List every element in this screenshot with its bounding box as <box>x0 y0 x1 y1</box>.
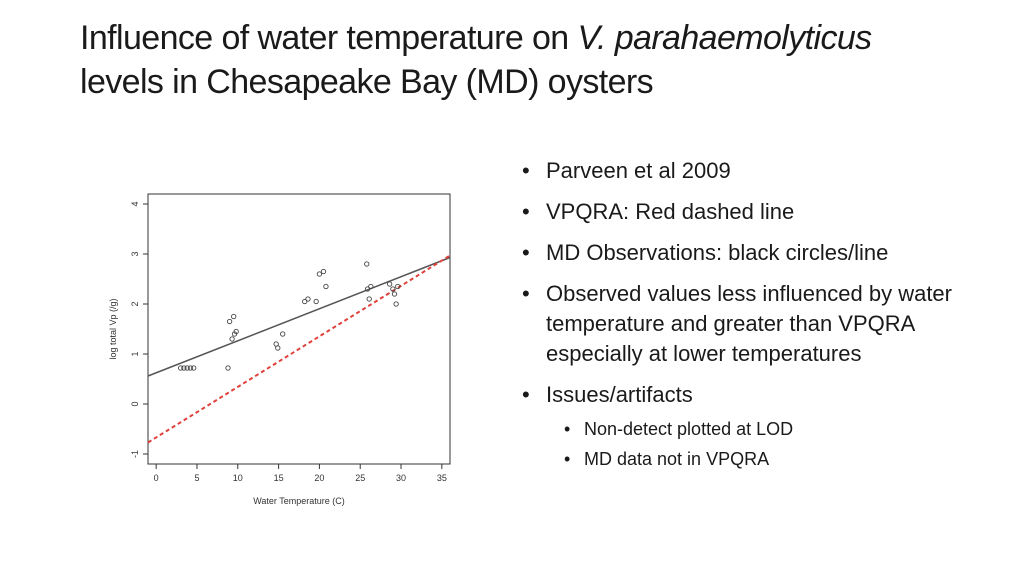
data-point <box>316 271 323 277</box>
data-point <box>275 345 281 351</box>
data-point <box>231 313 237 320</box>
data-point <box>305 296 311 302</box>
data-point <box>323 283 329 290</box>
data-point <box>395 283 401 290</box>
sub-bullet-item: MD data not in VPQRA <box>564 444 962 474</box>
data-point <box>390 286 396 292</box>
data-point <box>393 301 399 307</box>
data-point <box>177 365 184 371</box>
y-tick-label: 3 <box>130 251 140 256</box>
data-point <box>386 281 393 287</box>
x-tick-label: 15 <box>274 473 284 483</box>
x-tick-label: 20 <box>314 473 324 483</box>
x-tick-label: 30 <box>396 473 406 483</box>
scatter-chart: 0 5 10 15 20 25 30 35 -1 0 1 2 3 4 Water Temperature … <box>104 186 464 516</box>
x-tick-label: 5 <box>194 473 199 483</box>
y-axis-label: log total Vp (/g) <box>108 298 118 359</box>
y-tick-label: 0 <box>130 401 140 406</box>
y-tick-label: 4 <box>130 201 140 206</box>
slide-title: Influence of water temperature on V. par… <box>80 16 960 104</box>
data-point <box>226 318 233 325</box>
x-tick-label: 25 <box>355 473 365 483</box>
title-part2: levels in Chesapeake Bay (MD) oysters <box>80 63 654 101</box>
data-point <box>364 286 371 292</box>
data-point <box>187 365 194 371</box>
vpqra-line <box>147 254 451 444</box>
data-point <box>184 365 190 371</box>
data-point <box>364 261 370 267</box>
y-tick-label: -1 <box>130 450 140 458</box>
data-point <box>368 283 374 290</box>
bullet-item-label: Issues/artifacts <box>546 382 693 407</box>
x-tick-label: 35 <box>437 473 447 483</box>
x-tick-label: 0 <box>154 473 159 483</box>
data-point <box>302 298 308 305</box>
bullet-list: Parveen et al 2009 VPQRA: Red dashed lin… <box>522 156 962 485</box>
title-part1: Influence of water temperature on <box>80 19 578 57</box>
sub-bullet-item: Non-detect plotted at LOD <box>564 414 962 444</box>
bullet-item: Observed values less influenced by water… <box>522 279 962 369</box>
bullet-item: MD Observations: black circles/line <box>522 238 962 268</box>
bullet-item: VPQRA: Red dashed line <box>522 197 962 227</box>
data-point <box>280 331 286 337</box>
data-point <box>313 298 319 305</box>
y-tick-label: 2 <box>130 301 140 306</box>
data-point <box>320 268 327 275</box>
sub-bullet-list: Non-detect plotted at LOD MD data not in… <box>546 414 962 474</box>
data-point <box>181 365 187 371</box>
chart-svg: 0 5 10 15 20 25 30 35 -1 0 1 2 3 4 Water Temperature … <box>108 193 451 506</box>
x-axis-label: Water Temperature (C) <box>253 496 345 506</box>
bullet-item: Parveen et al 2009 <box>522 156 962 186</box>
data-point <box>191 365 197 371</box>
y-tick-label: 1 <box>130 351 140 356</box>
plot-frame <box>147 193 451 465</box>
x-tick-label: 10 <box>233 473 243 483</box>
data-point <box>233 328 239 335</box>
data-point <box>366 296 372 302</box>
bullet-item-issues: Issues/artifacts Non-detect plotted at L… <box>522 380 962 474</box>
data-point <box>391 291 398 297</box>
data-point <box>229 336 235 342</box>
title-species: V. parahaemolyticus <box>577 19 872 57</box>
observation-fit-line <box>147 256 451 377</box>
data-point <box>225 365 231 371</box>
